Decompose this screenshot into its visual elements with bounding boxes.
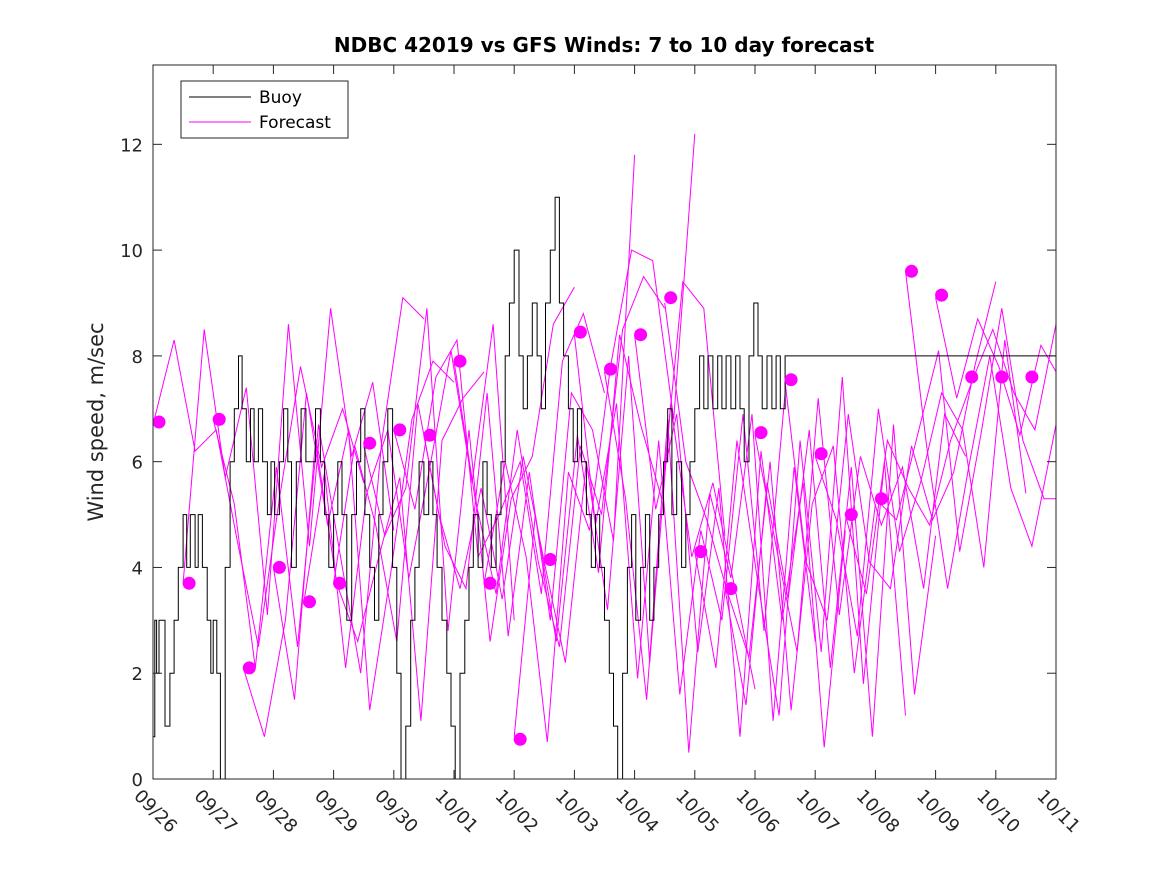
legend-forecast-label: Forecast xyxy=(259,113,331,133)
forecast-line-18 xyxy=(694,376,906,716)
forecast-marker-27 xyxy=(965,370,979,384)
x-tick-label-2: 09/28 xyxy=(250,786,302,838)
x-tick-label-13: 10/09 xyxy=(912,786,964,838)
forecast-marker-14 xyxy=(573,325,587,339)
y-tick-label-2: 4 xyxy=(132,558,143,579)
forecast-marker-9 xyxy=(423,428,437,442)
legend-buoy-label: Buoy xyxy=(259,88,302,108)
forecast-marker-1 xyxy=(182,576,196,590)
forecast-line-2 xyxy=(212,296,425,674)
forecast-line-17 xyxy=(664,302,876,711)
forecast-line-5 xyxy=(303,324,515,668)
x-tick-label-8: 10/04 xyxy=(611,786,663,838)
x-tick-label-14: 10/10 xyxy=(972,786,1024,838)
forecast-line-20 xyxy=(754,398,967,653)
forecast-line-21 xyxy=(784,281,997,621)
forecast-marker-19 xyxy=(724,582,738,596)
forecast-marker-29 xyxy=(1025,370,1039,384)
forecast-marker-10 xyxy=(453,354,467,368)
forecast-line-9 xyxy=(423,154,636,637)
forecast-marker-20 xyxy=(754,426,768,440)
forecast-line-1 xyxy=(182,308,395,616)
forecast-marker-26 xyxy=(935,288,949,302)
series-layer xyxy=(152,133,1057,780)
forecast-marker-13 xyxy=(543,553,557,566)
forecast-marker-5 xyxy=(303,595,316,609)
x-tick-label-7: 10/03 xyxy=(551,786,603,838)
forecast-line-19 xyxy=(724,424,937,737)
y-tick-label-5: 10 xyxy=(120,241,143,262)
forecast-marker-24 xyxy=(874,492,888,506)
x-tick-label-4: 09/30 xyxy=(370,786,422,838)
forecast-line-7 xyxy=(363,286,575,642)
forecast-marker-16 xyxy=(634,328,648,342)
forecast-line-16 xyxy=(634,334,846,748)
forecast-line-10 xyxy=(453,275,666,647)
x-tick-label-0: 09/26 xyxy=(129,786,181,838)
forecast-marker-8 xyxy=(393,423,407,437)
axes-box xyxy=(152,64,1057,780)
forecast-line-11 xyxy=(483,133,696,743)
y-tick-label-4: 8 xyxy=(132,347,143,368)
x-tick-label-15: 10/11 xyxy=(1032,786,1084,838)
y-tick-label-3: 6 xyxy=(132,453,143,474)
forecast-marker-6 xyxy=(333,576,347,590)
forecast-marker-22 xyxy=(814,447,828,461)
forecast-line-25 xyxy=(905,271,1057,589)
forecast-marker-25 xyxy=(905,264,918,278)
forecast-marker-15 xyxy=(604,362,617,376)
forecast-marker-23 xyxy=(844,508,858,522)
legend: Buoy Forecast xyxy=(180,80,349,139)
x-tick-label-3: 09/29 xyxy=(310,786,362,838)
forecast-marker-21 xyxy=(784,373,798,387)
buoy-line xyxy=(153,196,1056,780)
forecast-marker-18 xyxy=(694,545,708,559)
x-tick-label-11: 10/07 xyxy=(792,786,844,838)
forecast-line-0 xyxy=(152,339,365,647)
forecast-line-14 xyxy=(573,334,786,695)
forecast-marker-2 xyxy=(212,412,226,426)
forecast-marker-28 xyxy=(995,370,1009,384)
x-tick-label-10: 10/06 xyxy=(731,786,783,838)
x-tick-label-5: 10/01 xyxy=(430,786,482,838)
forecast-line-3 xyxy=(242,360,455,737)
forecast-line-12 xyxy=(513,280,726,737)
forecast-line-22 xyxy=(814,339,1027,637)
forecast-marker-4 xyxy=(272,560,286,574)
x-tick-label-1: 09/27 xyxy=(190,786,242,838)
y-tick-label-6: 12 xyxy=(120,135,143,156)
forecast-line-24 xyxy=(875,308,1056,552)
legend-box xyxy=(180,80,349,139)
forecast-marker-3 xyxy=(242,661,256,675)
chart-title: NDBC 42019 vs GFS Winds: 7 to 10 day for… xyxy=(334,33,875,57)
forecast-marker-0 xyxy=(152,415,166,429)
forecast-line-23 xyxy=(844,324,1057,595)
forecast-marker-7 xyxy=(363,436,377,450)
x-tick-label-6: 10/02 xyxy=(491,786,543,838)
y-tick-label-0: 0 xyxy=(132,770,143,791)
forecast-marker-17 xyxy=(664,291,678,305)
y-axis-label: Wind speed, m/sec xyxy=(84,322,108,521)
forecast-marker-11 xyxy=(483,576,497,590)
forecast-line-26 xyxy=(935,297,1057,438)
forecast-marker-12 xyxy=(513,732,527,746)
y-tick-label-1: 2 xyxy=(132,664,143,685)
forecast-line-15 xyxy=(604,371,816,753)
x-tick-label-12: 10/08 xyxy=(852,786,904,838)
x-tick-label-9: 10/05 xyxy=(671,786,723,838)
